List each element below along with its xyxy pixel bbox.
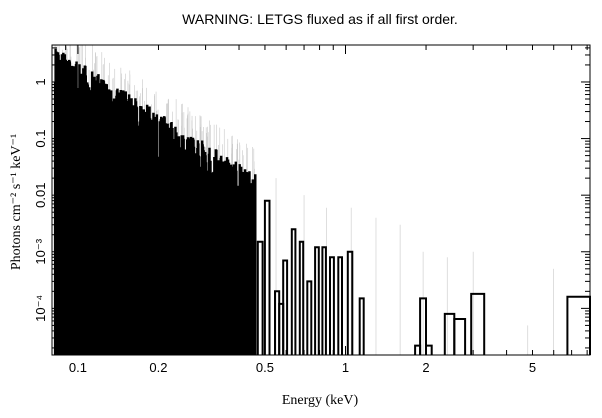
histogram-bin xyxy=(329,256,335,355)
histogram-bin xyxy=(470,292,486,355)
histogram-bin xyxy=(321,246,327,355)
histogram-bin xyxy=(290,228,297,355)
y-tick-label: 10⁻⁴ xyxy=(33,295,48,322)
chart-title: WARNING: LETGS fluxed as if all first or… xyxy=(182,11,458,27)
x-tick-label: 5 xyxy=(529,360,536,375)
histogram-bin xyxy=(337,256,343,355)
histogram-bin xyxy=(282,259,289,355)
histogram-bin xyxy=(314,246,320,355)
y-axis-label: Photons cm⁻² s⁻¹ keV⁻¹ xyxy=(9,134,24,270)
histogram-bin xyxy=(453,318,467,355)
x-tick-label: 0.2 xyxy=(149,360,167,375)
histogram-bin xyxy=(298,240,305,355)
y-tick-label: 10⁻³ xyxy=(33,238,48,264)
x-tick-label: 0.5 xyxy=(256,360,274,375)
x-tick-label: 0.1 xyxy=(69,360,87,375)
dense-histogram xyxy=(53,48,257,355)
histogram-bin xyxy=(425,344,433,355)
histogram-bin xyxy=(443,312,456,355)
y-tick-label: 1 xyxy=(33,78,48,85)
histogram-bin xyxy=(306,280,313,355)
y-axis: 1 0.1 0.01 10⁻³ 10⁻⁴ xyxy=(33,47,590,349)
x-tick-label: 2 xyxy=(422,360,429,375)
plot-frame xyxy=(51,44,591,356)
histogram-bin xyxy=(256,240,264,355)
y-tick-label: 0.1 xyxy=(33,130,48,148)
x-axis-label: Energy (keV) xyxy=(282,393,359,408)
histogram-bin xyxy=(346,250,354,355)
x-axis: 0.1 0.2 0.5 1 2 5 xyxy=(51,45,588,375)
histogram-bin xyxy=(358,297,365,355)
histogram-bin xyxy=(419,297,427,355)
x-tick-label: 1 xyxy=(342,360,349,375)
histogram-bin xyxy=(263,199,271,355)
y-tick-label: 0.01 xyxy=(33,183,48,208)
histogram xyxy=(53,48,591,355)
